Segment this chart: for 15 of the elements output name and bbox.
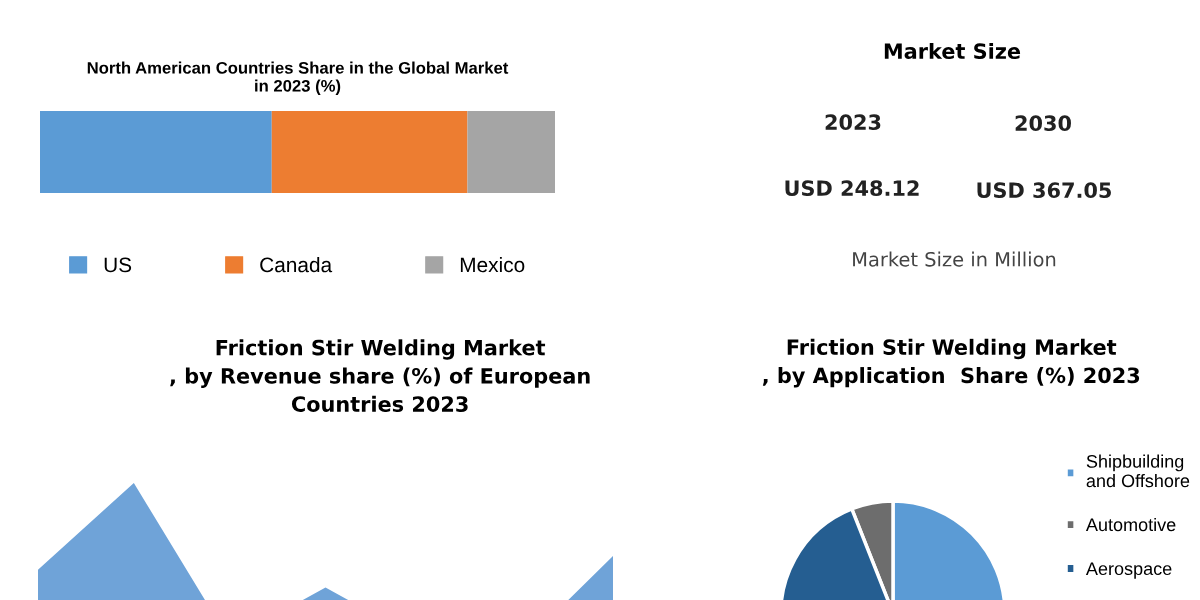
text: Market Size xyxy=(884,42,1021,60)
chart-title: North American Countries Share in the Global Market in 2023 (%) xyxy=(87,61,509,96)
legend-label: Automotive xyxy=(1085,517,1176,532)
chart-title: Friction Stir Welding Market , by Application Share (%) 2023 xyxy=(762,338,1140,388)
text: Market Size in Million xyxy=(853,251,1056,267)
legend-label: US xyxy=(104,257,132,273)
text: 2030 xyxy=(1015,115,1071,132)
text: 2023 xyxy=(825,114,881,131)
text: USD 248.12 xyxy=(785,180,919,197)
chart-title: Friction Stir Welding Market , by Revenue share (%) of European Countries 2023 xyxy=(170,339,590,412)
legend-label: Canada xyxy=(260,256,333,273)
legend-label: Shipbuilding and Offshore xyxy=(1086,454,1190,488)
legend-label: Mexico xyxy=(460,256,525,273)
text: USD 367.05 xyxy=(977,182,1111,199)
legend-label: Aerospace xyxy=(1085,562,1172,579)
